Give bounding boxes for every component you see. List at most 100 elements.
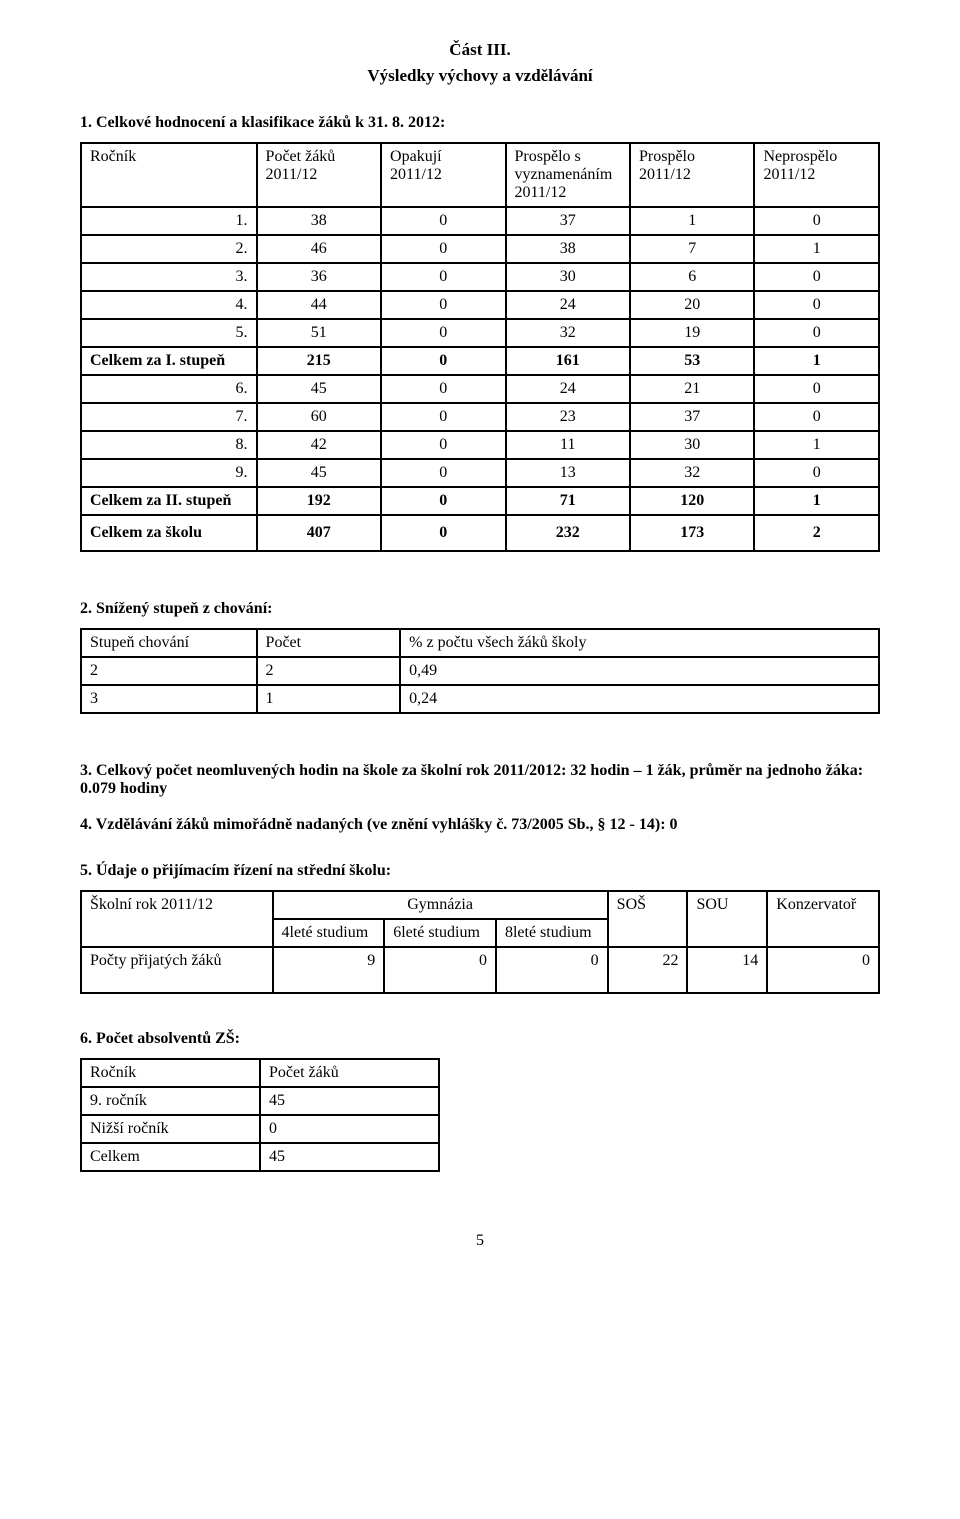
graduates-table: RočníkPočet žáků9. ročník45Nižší ročník0…: [80, 1058, 440, 1172]
t1-cell: 37: [630, 403, 754, 431]
t1-cell: 53: [630, 347, 754, 375]
t1-cell: 71: [506, 487, 630, 515]
t1-cell: 0: [381, 431, 505, 459]
t1-cell: 0: [754, 263, 879, 291]
t2-header-cell: Stupeň chování: [81, 629, 257, 657]
behavior-table: Stupeň chováníPočet% z počtu všech žáků …: [80, 628, 880, 714]
t1-cell: 1: [754, 347, 879, 375]
t5-row-label: Počty přijatých žáků: [81, 947, 273, 993]
t1-cell: 6: [630, 263, 754, 291]
section-2-title: 2. Snížený stupeň z chování:: [80, 600, 880, 618]
t1-cell: 24: [506, 291, 630, 319]
t1-cell: 0: [381, 459, 505, 487]
t6-header-cell: Počet žáků: [260, 1059, 439, 1087]
t1-cell: 38: [257, 207, 381, 235]
t1-cell: 19: [630, 319, 754, 347]
t5-cell: 22: [608, 947, 688, 993]
t2-cell: 0,24: [400, 685, 879, 713]
t1-header-cell: Neprospělo 2011/12: [754, 143, 879, 207]
t1-cell: 20: [630, 291, 754, 319]
t2-header-cell: % z počtu všech žáků školy: [400, 629, 879, 657]
t1-cell: 21: [630, 375, 754, 403]
t5-subheader-cell: 6leté studium: [384, 919, 496, 947]
part-title: Část III.: [80, 40, 880, 60]
t5-cell: 0: [767, 947, 879, 993]
t1-cell: 1: [754, 487, 879, 515]
t6-cell: 9. ročník: [81, 1087, 260, 1115]
t2-header-cell: Počet: [257, 629, 401, 657]
t5-cell: 14: [687, 947, 767, 993]
t1-cell: 192: [257, 487, 381, 515]
t1-cell: 120: [630, 487, 754, 515]
t1-cell: 215: [257, 347, 381, 375]
t1-cell: 23: [506, 403, 630, 431]
t1-cell: 0: [754, 459, 879, 487]
t1-cell: 44: [257, 291, 381, 319]
t1-cell: 60: [257, 403, 381, 431]
t1-cell: 45: [257, 459, 381, 487]
t1-cell: 0: [754, 319, 879, 347]
part-subtitle: Výsledky výchovy a vzdělávání: [80, 66, 880, 86]
page-number: 5: [80, 1232, 880, 1250]
t1-cell: 24: [506, 375, 630, 403]
t1-cell: 0: [381, 375, 505, 403]
t1-row-label: Celkem za II. stupeň: [81, 487, 257, 515]
t1-header-cell: Prospělo s vyznamenáním 2011/12: [506, 143, 630, 207]
t6-header-cell: Ročník: [81, 1059, 260, 1087]
t6-cell: 0: [260, 1115, 439, 1143]
t1-cell: 1: [754, 431, 879, 459]
t1-cell: 173: [630, 515, 754, 551]
t1-header-cell: Počet žáků 2011/12: [257, 143, 381, 207]
t1-cell: 42: [257, 431, 381, 459]
section-5-title: 5. Údaje o přijímacím řízení na střední …: [80, 862, 880, 880]
t1-cell: 0: [381, 487, 505, 515]
t1-row-label: 9.: [81, 459, 257, 487]
t1-row-label: 2.: [81, 235, 257, 263]
t1-cell: 32: [630, 459, 754, 487]
t1-cell: 0: [381, 347, 505, 375]
t1-cell: 7: [630, 235, 754, 263]
t1-cell: 0: [381, 291, 505, 319]
t1-cell: 0: [381, 403, 505, 431]
t1-cell: 407: [257, 515, 381, 551]
t1-cell: 0: [754, 403, 879, 431]
t1-row-label: 6.: [81, 375, 257, 403]
classification-table: RočníkPočet žáků 2011/12Opakují 2011/12P…: [80, 142, 880, 552]
t1-header-cell: Ročník: [81, 143, 257, 207]
t1-cell: 46: [257, 235, 381, 263]
t5-subheader-cell: 4leté studium: [273, 919, 385, 947]
t1-cell: 0: [381, 319, 505, 347]
section-1-title: 1. Celkové hodnocení a klasifikace žáků …: [80, 114, 880, 132]
t5-subheader-cell: 8leté studium: [496, 919, 608, 947]
t6-cell: Celkem: [81, 1143, 260, 1171]
t1-row-label: Celkem za I. stupeň: [81, 347, 257, 375]
section-4-text: 4. Vzdělávání žáků mimořádně nadaných (v…: [80, 816, 880, 834]
t1-cell: 36: [257, 263, 381, 291]
t1-cell: 30: [630, 431, 754, 459]
t6-cell: 45: [260, 1087, 439, 1115]
t1-row-label: 4.: [81, 291, 257, 319]
t2-cell: 2: [257, 657, 401, 685]
t1-cell: 1: [630, 207, 754, 235]
t1-cell: 13: [506, 459, 630, 487]
t1-cell: 11: [506, 431, 630, 459]
t5-header-cell: SOU: [687, 891, 767, 947]
t1-cell: 0: [754, 207, 879, 235]
t1-cell: 37: [506, 207, 630, 235]
t5-cell: 0: [496, 947, 608, 993]
t1-header-cell: Prospělo 2011/12: [630, 143, 754, 207]
t5-cell: 9: [273, 947, 385, 993]
t1-cell: 0: [754, 291, 879, 319]
t5-cell: 0: [384, 947, 496, 993]
t1-cell: 45: [257, 375, 381, 403]
t1-cell: 38: [506, 235, 630, 263]
section-3-text: 3. Celkový počet neomluvených hodin na š…: [80, 762, 880, 798]
t1-row-label: 3.: [81, 263, 257, 291]
t1-cell: 32: [506, 319, 630, 347]
t5-school-year: Školní rok 2011/12: [81, 891, 273, 947]
t2-cell: 1: [257, 685, 401, 713]
t1-row-label: 7.: [81, 403, 257, 431]
t2-cell: 3: [81, 685, 257, 713]
t1-row-label: 1.: [81, 207, 257, 235]
t5-gymnazium-header: Gymnázia: [273, 891, 608, 919]
